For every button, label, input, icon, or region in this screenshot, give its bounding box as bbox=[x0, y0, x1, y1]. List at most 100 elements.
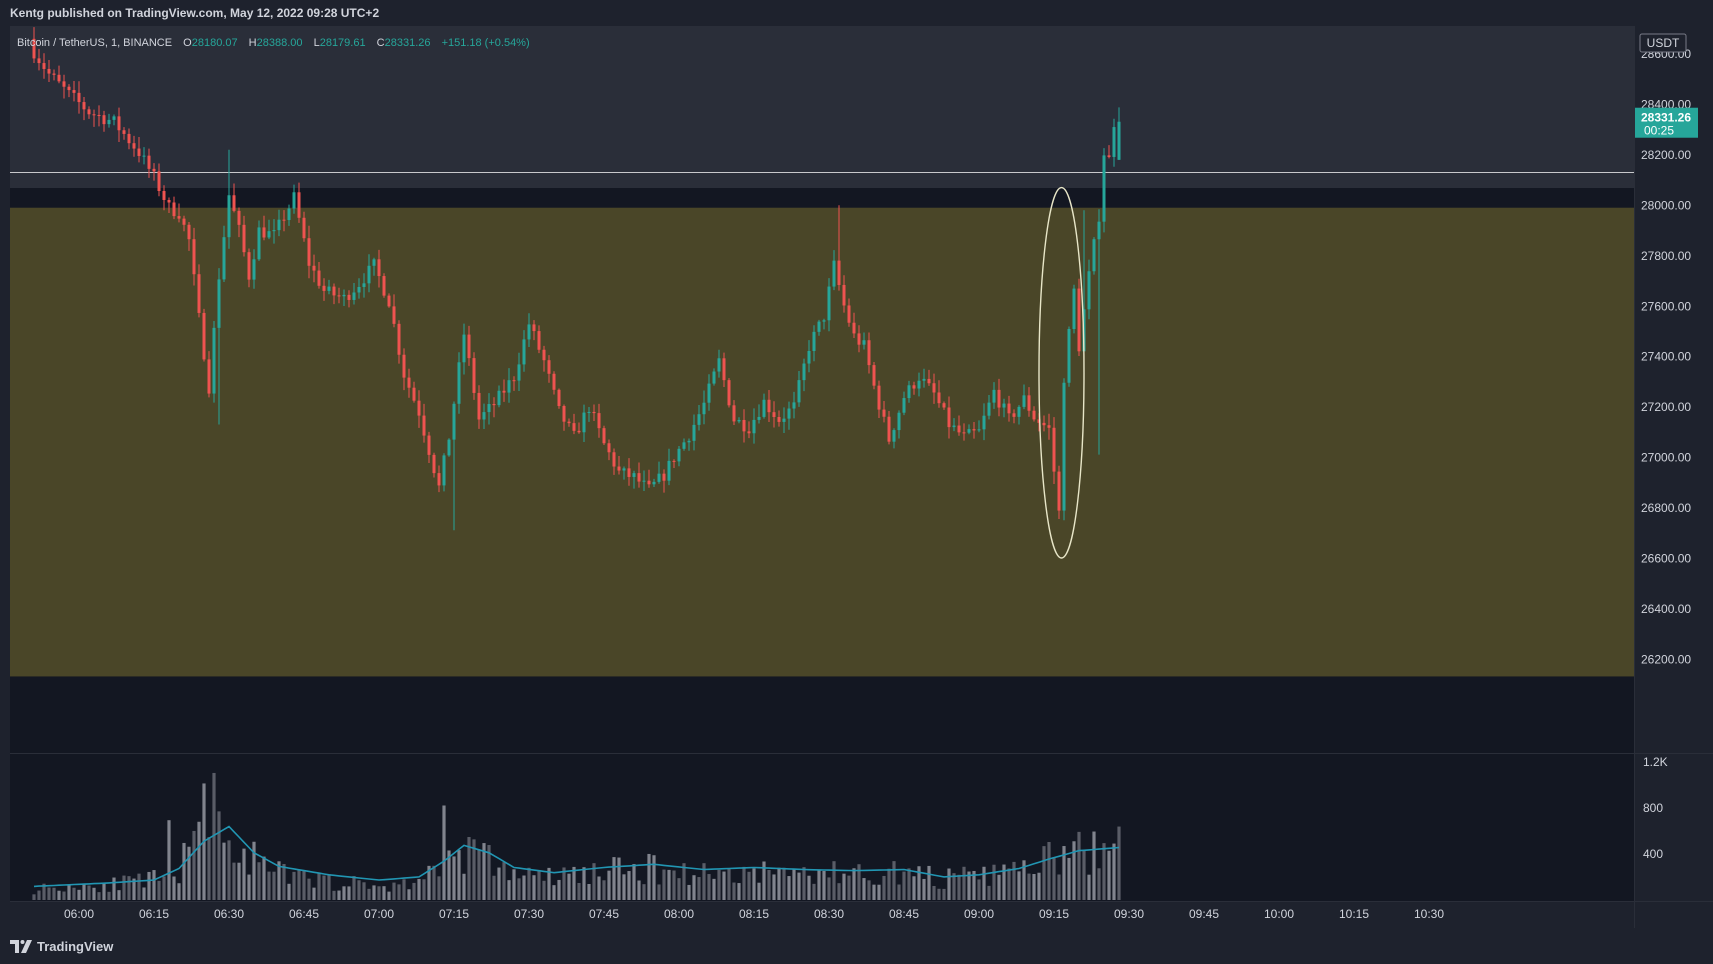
volume-bar bbox=[632, 864, 636, 900]
candle bbox=[747, 421, 751, 439]
volume-bar bbox=[312, 887, 316, 900]
candle-body bbox=[662, 473, 666, 481]
candle bbox=[1067, 326, 1071, 387]
candle-body bbox=[167, 199, 171, 203]
volume-bar bbox=[392, 882, 396, 900]
candle bbox=[947, 396, 951, 439]
candle-body bbox=[1107, 155, 1111, 157]
candle bbox=[1107, 145, 1111, 159]
candle-body bbox=[912, 385, 916, 389]
time-tick-label: 09:45 bbox=[1189, 907, 1219, 921]
price-chart[interactable]: 28600.0028400.0028200.0028000.0027800.00… bbox=[0, 0, 1713, 928]
legend-change-value: +151.18 (+0.54%) bbox=[442, 37, 530, 49]
volume-bar bbox=[297, 869, 301, 900]
volume-bars-layer bbox=[32, 772, 1121, 900]
volume-bar bbox=[897, 884, 901, 900]
volume-bar bbox=[997, 874, 1001, 900]
candle-body bbox=[512, 380, 516, 382]
candle-body bbox=[92, 114, 96, 116]
volume-bar bbox=[92, 887, 96, 900]
candle-body bbox=[812, 331, 816, 351]
support-zone[interactable] bbox=[10, 207, 1634, 677]
candle bbox=[692, 414, 696, 451]
annotation-layer bbox=[1038, 186, 1085, 559]
volume-bar bbox=[277, 861, 281, 900]
time-axis[interactable]: 06:00 06:15 06:30 06:45 07:00 07:15 07:30 07:45… bbox=[64, 907, 1444, 921]
candle-body bbox=[77, 92, 81, 103]
volume-bar bbox=[477, 849, 481, 900]
candle bbox=[257, 220, 261, 261]
candle bbox=[547, 355, 551, 383]
candle bbox=[402, 348, 406, 391]
candle-body bbox=[817, 321, 821, 332]
legend-symbol[interactable]: Bitcoin / TetherUS, 1, BINANCE bbox=[17, 37, 172, 49]
candle-body bbox=[797, 380, 801, 403]
volume-bar bbox=[817, 869, 821, 900]
volume-axis[interactable]: 1.2K 800 400 bbox=[1643, 755, 1668, 861]
candle-body bbox=[707, 383, 711, 403]
time-tick-label: 07:15 bbox=[439, 907, 469, 921]
candle bbox=[337, 287, 341, 304]
candle bbox=[262, 215, 266, 241]
time-tick-label: 06:00 bbox=[64, 907, 94, 921]
candle-body bbox=[832, 260, 836, 287]
volume-bar bbox=[732, 882, 736, 900]
candle bbox=[877, 380, 881, 419]
volume-bar bbox=[602, 880, 606, 900]
price-axis[interactable]: 28600.0028400.0028200.0028000.0027800.00… bbox=[1641, 47, 1691, 666]
candle bbox=[562, 404, 566, 431]
symbol-legend[interactable]: Bitcoin / TetherUS, 1, BINANCE O28180.07… bbox=[17, 37, 530, 49]
currency-label-text: USDT bbox=[1647, 36, 1680, 50]
candle-body bbox=[172, 202, 176, 217]
candle bbox=[72, 80, 76, 102]
candle-body bbox=[902, 398, 906, 413]
currency-label[interactable]: USDT bbox=[1639, 33, 1687, 53]
candle bbox=[117, 107, 121, 142]
volume-bar bbox=[972, 870, 976, 900]
candle bbox=[742, 409, 746, 443]
volume-bar bbox=[222, 842, 226, 900]
candle-body bbox=[657, 473, 661, 482]
candle bbox=[217, 268, 221, 425]
volume-bar bbox=[1092, 831, 1096, 900]
candle bbox=[602, 425, 606, 446]
candle-body bbox=[227, 195, 231, 238]
candle bbox=[917, 372, 921, 397]
candle-body bbox=[647, 480, 651, 485]
candle-body bbox=[687, 440, 691, 443]
volume-bar bbox=[1102, 843, 1106, 900]
tradingview-logo[interactable]: TradingView bbox=[10, 938, 113, 954]
volume-bar bbox=[167, 820, 171, 900]
candle-body bbox=[137, 148, 141, 156]
candle-body bbox=[1067, 328, 1071, 383]
candle bbox=[267, 219, 271, 240]
candle-body bbox=[1117, 121, 1121, 160]
volume-bar bbox=[192, 830, 196, 900]
candle-body bbox=[122, 130, 126, 134]
volume-bar bbox=[1107, 850, 1111, 900]
volume-bar bbox=[807, 875, 811, 900]
candle-body bbox=[397, 323, 401, 355]
candle bbox=[972, 422, 976, 439]
price-tick-label: 28000.00 bbox=[1641, 198, 1691, 212]
volume-bar bbox=[1002, 864, 1006, 900]
annotation-ellipse[interactable] bbox=[1038, 186, 1085, 559]
candle bbox=[102, 110, 106, 132]
volume-pane[interactable] bbox=[10, 754, 1634, 901]
candle bbox=[177, 203, 181, 223]
candle-body bbox=[322, 285, 326, 291]
volume-bar bbox=[467, 837, 471, 900]
volume-bar bbox=[562, 867, 566, 900]
price-tick-label: 26400.00 bbox=[1641, 602, 1691, 616]
candle bbox=[817, 319, 821, 336]
volume-bar bbox=[1062, 846, 1066, 900]
volume-bar bbox=[692, 875, 696, 900]
candle bbox=[392, 294, 396, 328]
candle bbox=[792, 391, 796, 419]
candle bbox=[137, 137, 141, 163]
volume-bar bbox=[1022, 860, 1026, 900]
price-tick-label: 28200.00 bbox=[1641, 148, 1691, 162]
volume-bar bbox=[512, 869, 516, 900]
candle bbox=[872, 361, 876, 390]
candle-body bbox=[432, 454, 436, 474]
